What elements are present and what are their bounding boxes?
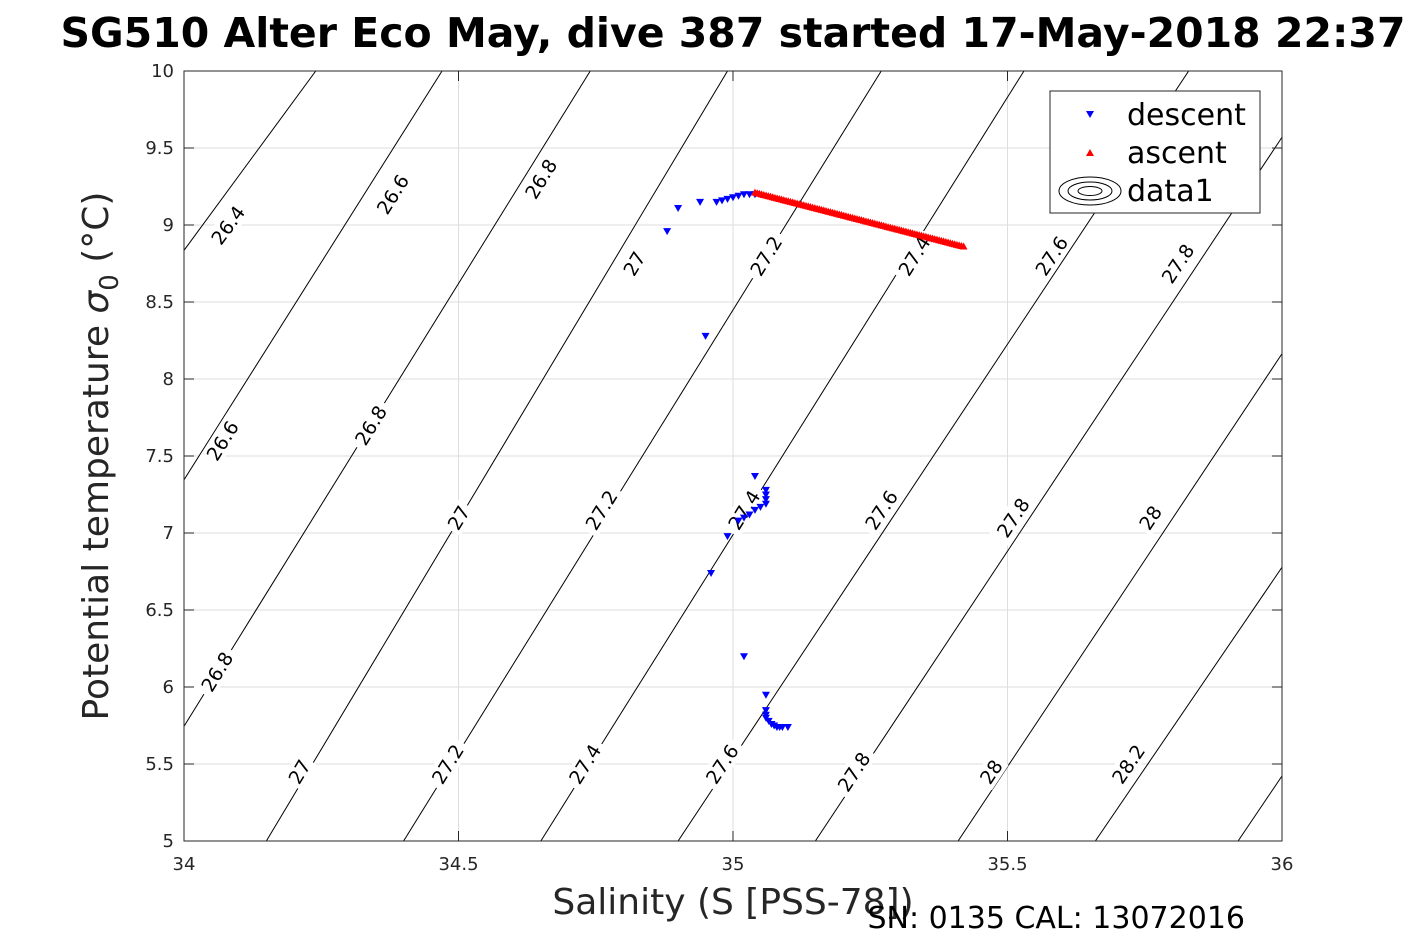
descent-point <box>734 192 743 200</box>
legend-descent-label: descent <box>1127 98 1246 133</box>
contour-line-28.2 <box>1094 566 1282 841</box>
descent-point <box>761 486 770 494</box>
descent-series <box>663 191 792 732</box>
descent-point <box>761 691 770 699</box>
y-axis-label: Potential temperature σ0 (°C) <box>76 192 125 721</box>
legend-data1-label: data1 <box>1127 174 1214 209</box>
x-axis-ticks: 34 34.5 35 35.5 36 <box>173 71 1294 875</box>
contour-label-background <box>193 643 240 700</box>
y-tick-label: 6 <box>163 677 174 698</box>
legend-ascent-label: ascent <box>1127 136 1227 171</box>
descent-point <box>761 500 770 508</box>
y-axis-ticks: 5 5.5 6 6.5 7 7.5 8 8.5 9 9.5 10 <box>145 61 1282 852</box>
contour-label-background <box>369 166 416 223</box>
descent-point <box>712 198 721 206</box>
descent-point <box>761 707 770 715</box>
descent-point <box>663 228 672 236</box>
ascent-series <box>750 188 968 250</box>
contour-label-background <box>698 736 746 792</box>
legend-contour-icon <box>1058 176 1122 206</box>
contour-label-background <box>973 753 1009 791</box>
x-tick-label: 35 <box>722 854 745 875</box>
y-tick-label: 7 <box>163 523 174 544</box>
descent-point <box>723 195 732 203</box>
legend: descent ascent data1 <box>1049 90 1261 214</box>
descent-point <box>761 491 770 499</box>
contour-label-background <box>1027 228 1075 284</box>
descent-point <box>739 191 748 199</box>
y-tick-label: 5.5 <box>145 754 174 775</box>
ascent-point <box>959 242 968 250</box>
x-axis-label: Salinity (S [PSS-78]) <box>552 882 913 923</box>
contour-label-group: 28 <box>1132 499 1168 537</box>
contour-label-background <box>891 227 938 284</box>
y-tick-label: 5 <box>163 831 174 852</box>
contour-label-background <box>1154 235 1202 292</box>
contour-label-background <box>203 197 253 253</box>
y-tick-label: 7.5 <box>145 446 174 467</box>
x-tick-label: 36 <box>1271 854 1294 875</box>
x-tick-label: 34 <box>173 854 196 875</box>
contour-line-27.4 <box>540 71 1025 841</box>
contour-line-28 <box>957 352 1282 841</box>
y-tick-label: 8 <box>163 369 174 390</box>
contour-label-background <box>1132 499 1168 537</box>
descent-point <box>696 198 705 206</box>
contour-label-background <box>720 482 768 538</box>
descent-point <box>750 506 759 514</box>
legend-box <box>1049 90 1261 214</box>
descent-point <box>723 533 732 541</box>
contour-label-background <box>282 753 317 791</box>
chart-title: SG510 Alter Eco May, dive 387 started 17… <box>61 9 1406 57</box>
descent-point <box>707 570 716 578</box>
contour-label-background <box>857 482 905 538</box>
y-axis-label-main: Potential temperature <box>76 314 117 721</box>
x-tick-label: 34.5 <box>438 854 478 875</box>
y-tick-label: 10 <box>151 61 174 82</box>
descent-point <box>783 724 792 732</box>
contour-line-27 <box>265 71 728 841</box>
contour-line-unlabeled <box>1237 775 1282 841</box>
y-axis-label-subscript: 0 <box>95 274 125 291</box>
calibration-footer: SN: 0135 CAL: 13072016 <box>867 901 1245 936</box>
descent-point <box>778 724 787 732</box>
contour-label-background <box>617 244 652 283</box>
descent-point <box>718 197 727 205</box>
contour-label-background <box>1104 736 1153 792</box>
y-axis-label-unit: (°C) <box>76 192 117 275</box>
descent-point <box>739 514 748 522</box>
contour-label-background <box>578 482 625 538</box>
y-axis-label-sigma: σ <box>76 290 117 314</box>
contour-line-26.4 <box>184 71 317 252</box>
descent-point <box>734 517 743 525</box>
contour-label-background <box>989 489 1037 546</box>
descent-point <box>750 473 759 481</box>
descent-point <box>756 503 765 511</box>
contour-label-background <box>441 499 476 537</box>
legend-ascent-marker <box>1086 149 1094 156</box>
contour-label-background <box>561 736 608 792</box>
y-tick-label: 9.5 <box>145 138 174 159</box>
descent-point <box>729 194 737 202</box>
contour-label-background <box>830 743 878 800</box>
contour-label-background <box>424 736 471 792</box>
contour-line-26.6 <box>184 71 443 481</box>
y-tick-label: 9 <box>163 215 174 236</box>
descent-point <box>761 496 770 504</box>
contour-label-background <box>199 412 246 469</box>
contour-label-background <box>347 397 394 454</box>
contour-label-background <box>742 227 789 284</box>
descent-point <box>739 653 748 661</box>
y-tick-label: 6.5 <box>145 600 174 621</box>
descent-point <box>701 332 710 340</box>
y-tick-label: 8.5 <box>145 292 174 313</box>
contour-line-27.2 <box>403 71 882 841</box>
x-tick-label: 35.5 <box>987 854 1027 875</box>
descent-point <box>745 511 754 519</box>
legend-descent-marker <box>1086 111 1094 118</box>
contour-label-background <box>517 150 564 207</box>
descent-point <box>745 191 754 199</box>
descent-point <box>674 205 683 213</box>
